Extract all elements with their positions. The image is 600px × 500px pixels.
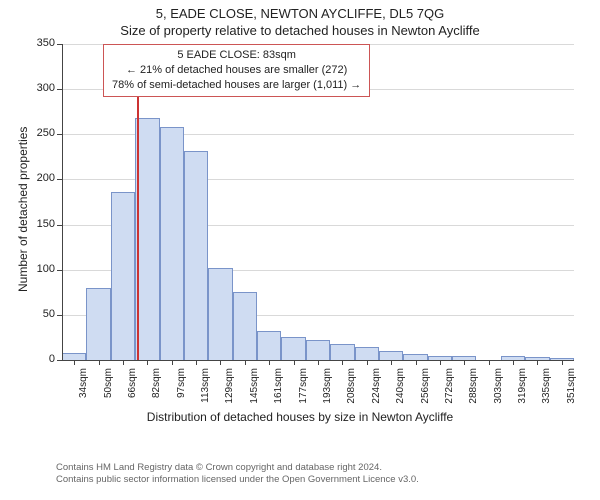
histogram-bar <box>208 268 232 360</box>
chart-title-address: 5, EADE CLOSE, NEWTON AYCLIFFE, DL5 7QG <box>0 0 600 21</box>
x-axis-line <box>62 360 574 361</box>
histogram-bar <box>379 351 403 360</box>
y-tick-label: 150 <box>25 218 55 230</box>
x-tick-label: 129sqm <box>224 368 235 412</box>
x-tick-label: 351sqm <box>566 368 577 412</box>
footer-line2: Contains public sector information licen… <box>56 474 419 486</box>
histogram-bar <box>306 340 330 360</box>
footer-line1: Contains HM Land Registry data © Crown c… <box>56 462 419 474</box>
x-tick-label: 288sqm <box>468 368 479 412</box>
y-tick-label: 200 <box>25 172 55 184</box>
y-tick-label: 50 <box>25 308 55 320</box>
info-line-larger: 78% of semi-detached houses are larger (… <box>112 78 361 93</box>
x-tick-label: 97sqm <box>176 368 187 412</box>
y-tick-label: 300 <box>25 82 55 94</box>
info-box: 5 EADE CLOSE: 83sqm ← 21% of detached ho… <box>103 44 370 97</box>
x-tick-label: 319sqm <box>517 368 528 412</box>
x-tick-label: 66sqm <box>127 368 138 412</box>
histogram-bar <box>355 347 379 360</box>
x-tick-label: 240sqm <box>395 368 406 412</box>
x-axis-label: Distribution of detached houses by size … <box>0 410 600 424</box>
histogram-bar <box>233 292 257 360</box>
x-tick-label: 82sqm <box>151 368 162 412</box>
y-tick-label: 0 <box>25 353 55 365</box>
x-tick-label: 113sqm <box>200 368 211 412</box>
histogram-bar <box>257 331 281 360</box>
info-line-property: 5 EADE CLOSE: 83sqm <box>112 48 361 63</box>
x-tick-label: 145sqm <box>249 368 260 412</box>
y-tick-label: 350 <box>25 37 55 49</box>
histogram-bar <box>281 337 305 360</box>
histogram-bar <box>86 288 110 360</box>
histogram-bar <box>184 151 208 360</box>
x-tick-label: 34sqm <box>78 368 89 412</box>
histogram-bar <box>330 344 354 360</box>
x-tick-label: 161sqm <box>273 368 284 412</box>
chart-container: 5, EADE CLOSE, NEWTON AYCLIFFE, DL5 7QG … <box>0 0 600 500</box>
x-tick-label: 303sqm <box>493 368 504 412</box>
x-tick-label: 177sqm <box>298 368 309 412</box>
histogram-bar <box>111 192 135 360</box>
histogram-bar <box>62 353 86 360</box>
info-line-smaller: ← 21% of detached houses are smaller (27… <box>112 63 361 78</box>
x-tick-label: 224sqm <box>371 368 382 412</box>
x-tick-label: 335sqm <box>541 368 552 412</box>
y-tick-label: 100 <box>25 263 55 275</box>
x-tick-label: 50sqm <box>103 368 114 412</box>
x-tick-label: 272sqm <box>444 368 455 412</box>
y-tick-label: 250 <box>25 127 55 139</box>
x-tick-label: 193sqm <box>322 368 333 412</box>
chart-subtitle: Size of property relative to detached ho… <box>0 21 600 38</box>
x-tick-label: 208sqm <box>346 368 357 412</box>
x-tick-label: 256sqm <box>420 368 431 412</box>
footer-attribution: Contains HM Land Registry data © Crown c… <box>56 462 419 487</box>
y-axis-line <box>62 44 63 360</box>
histogram-bar <box>160 127 184 360</box>
